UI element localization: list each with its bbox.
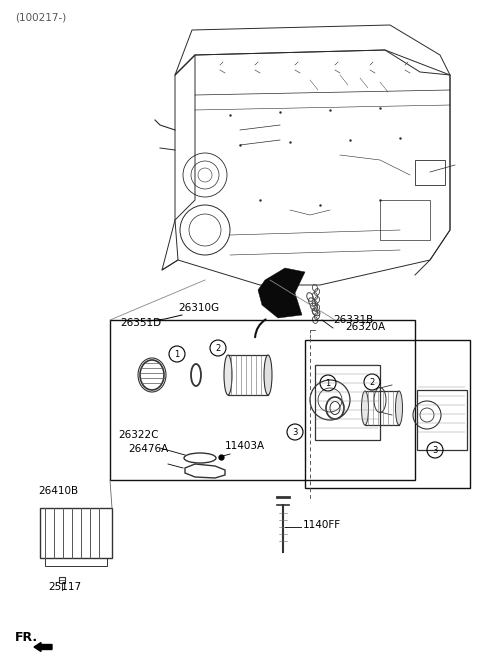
Ellipse shape [224, 355, 232, 395]
Text: 26310G: 26310G [178, 303, 219, 313]
Bar [415, 160, 445, 185]
Bar [365, 391, 399, 425]
Text: 26322C: 26322C [118, 430, 158, 440]
Text: 1: 1 [174, 350, 180, 359]
Bar [228, 355, 268, 395]
Ellipse shape [361, 391, 369, 425]
Text: (100217-): (100217-) [15, 12, 66, 22]
Text: 26410B: 26410B [38, 486, 78, 496]
Polygon shape [258, 268, 305, 318]
Text: 25117: 25117 [48, 582, 81, 592]
Text: 11403A: 11403A [225, 441, 265, 451]
Bar [45, 558, 107, 566]
Text: 26331B: 26331B [333, 315, 373, 325]
Text: 1: 1 [325, 379, 331, 387]
Text: 1140FF: 1140FF [303, 520, 341, 530]
Ellipse shape [396, 391, 403, 425]
Text: 2: 2 [370, 377, 374, 387]
Text: 26351D: 26351D [120, 318, 161, 328]
Text: FR.: FR. [15, 631, 38, 644]
Text: 26476A: 26476A [128, 444, 168, 454]
Text: 2: 2 [216, 344, 221, 352]
Bar [305, 340, 470, 488]
Bar [417, 390, 467, 450]
Bar [110, 320, 415, 480]
Text: 3: 3 [292, 428, 298, 436]
Ellipse shape [264, 355, 272, 395]
Bar [315, 365, 380, 440]
Bar [40, 508, 112, 558]
FancyArrow shape [34, 643, 52, 651]
Text: 26320A: 26320A [345, 322, 385, 332]
Text: 3: 3 [432, 446, 438, 455]
Bar [380, 200, 430, 240]
